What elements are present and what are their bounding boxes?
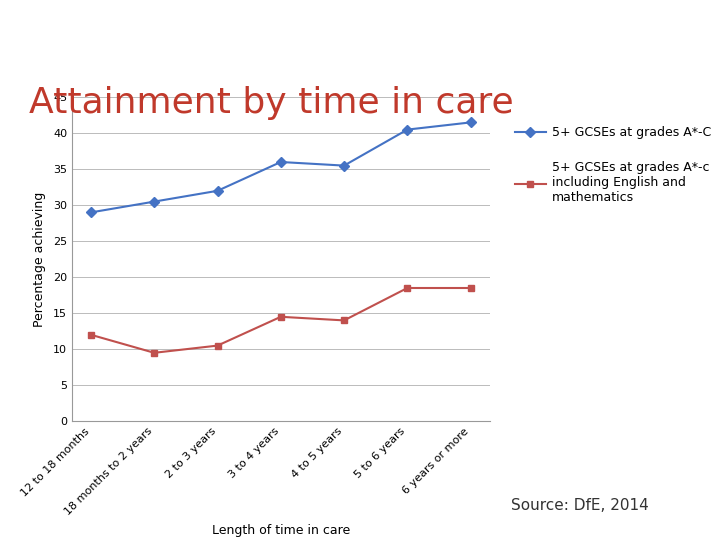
5+ GCSEs at grades A*-C — [340, 163, 348, 169]
5+ GCSEs at grades A*-C — [403, 126, 412, 133]
5+ GCSEs at grades A*-C — [150, 198, 158, 205]
5+ GCSEs at grades A*-c
including English and
mathematics — [340, 317, 348, 323]
5+ GCSEs at grades A*-c
including English and
mathematics — [86, 332, 95, 338]
X-axis label: Length of time in care: Length of time in care — [212, 524, 350, 537]
5+ GCSEs at grades A*-C — [213, 187, 222, 194]
Text: Attainment by time in care: Attainment by time in care — [29, 86, 513, 120]
Line: 5+ GCSEs at grades A*-c
including English and
mathematics: 5+ GCSEs at grades A*-c including Englis… — [88, 285, 474, 356]
5+ GCSEs at grades A*-c
including English and
mathematics — [403, 285, 412, 291]
5+ GCSEs at grades A*-c
including English and
mathematics — [467, 285, 475, 291]
5+ GCSEs at grades A*-c
including English and
mathematics — [213, 342, 222, 349]
Text: Source: DfE, 2014: Source: DfE, 2014 — [511, 498, 649, 513]
5+ GCSEs at grades A*-c
including English and
mathematics — [150, 349, 158, 356]
5+ GCSEs at grades A*-C — [467, 119, 475, 126]
Legend: 5+ GCSEs at grades A*-C, 5+ GCSEs at grades A*-c
including English and
mathemati: 5+ GCSEs at grades A*-C, 5+ GCSEs at gra… — [508, 120, 718, 211]
5+ GCSEs at grades A*-C — [276, 159, 285, 165]
5+ GCSEs at grades A*-c
including English and
mathematics — [276, 314, 285, 320]
Line: 5+ GCSEs at grades A*-C: 5+ GCSEs at grades A*-C — [88, 119, 474, 216]
Y-axis label: Percentage achieving: Percentage achieving — [33, 192, 46, 327]
5+ GCSEs at grades A*-C — [86, 209, 95, 215]
